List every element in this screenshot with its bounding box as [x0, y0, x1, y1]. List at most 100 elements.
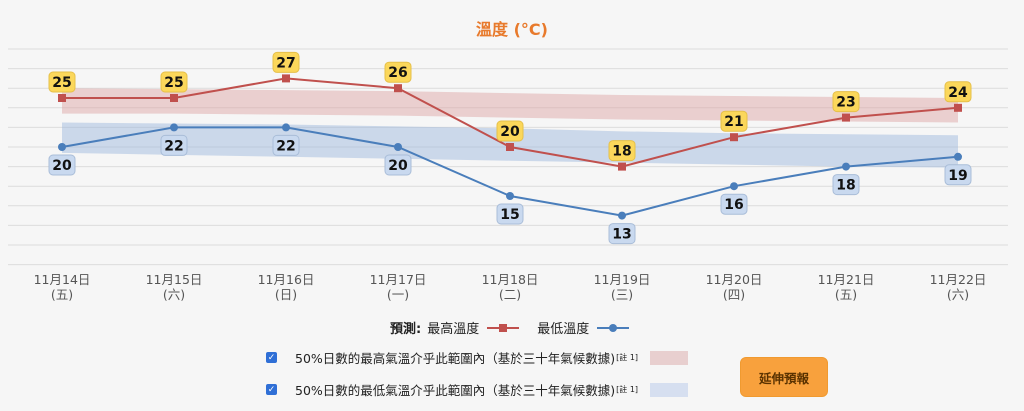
max-line-square-icon — [487, 323, 520, 332]
x-axis-label: 11月17日 (一) — [358, 272, 438, 302]
max-temp-point[interactable] — [730, 133, 738, 142]
min-temp-label-bg — [496, 203, 524, 225]
min-line-circle-icon — [597, 323, 630, 332]
min-temp-point[interactable] — [506, 192, 514, 200]
max-temp-point[interactable] — [954, 103, 962, 112]
x-axis-weekday: (五) — [50, 287, 74, 302]
min-band-checkbox[interactable]: ✓ — [266, 384, 277, 395]
min-temp-point[interactable] — [618, 211, 626, 220]
x-axis-weekday: (日) — [274, 287, 298, 302]
x-axis-weekday: (五) — [834, 287, 858, 302]
max-temp-label-bg — [832, 91, 860, 113]
x-axis-label: 11月18日 (二) — [470, 272, 550, 302]
min-temp-value: 13 — [612, 227, 631, 243]
x-axis-date: 11月21日 — [817, 272, 875, 287]
max-temp-value: 25 — [52, 75, 71, 91]
min-temp-value: 22 — [276, 138, 295, 154]
max-temp-label-bg — [720, 110, 748, 132]
max-band-text: 50%日數的最高氣溫介乎此範圍內（基於三十年氣候數據) — [295, 351, 616, 366]
max-temp-value: 25 — [164, 75, 183, 91]
max-temp-value: 18 — [612, 144, 631, 160]
max-temp-value: 23 — [836, 95, 855, 111]
min-temp-value: 15 — [500, 207, 519, 223]
max-temp-point[interactable] — [842, 113, 850, 122]
series-lines — [58, 74, 962, 220]
max-band-toggle-row[interactable]: ✓ 50%日數的最高氣溫介乎此範圍內（基於三十年氣候數據) [註 1] — [266, 348, 689, 367]
x-axis-label: 11月20日 (四) — [694, 272, 774, 302]
min-temp-value: 18 — [836, 178, 855, 194]
min-temp-label-bg — [272, 134, 300, 156]
max-temp-point[interactable] — [618, 162, 626, 171]
max-temp-value: 27 — [276, 55, 295, 71]
max-temp-value: 21 — [724, 114, 743, 130]
min-temp-value: 22 — [164, 138, 183, 154]
max-temp-label-bg — [608, 140, 636, 162]
max-band-note[interactable]: [註 1] — [616, 353, 639, 362]
max-temp-label-bg — [160, 71, 188, 93]
legend-min-label: 最低溫度 — [537, 322, 590, 337]
max-temp-point[interactable] — [58, 94, 66, 102]
x-axis-label: 11月14日 (五) — [22, 272, 102, 302]
min-temp-label-bg — [384, 154, 412, 176]
max-temp-point[interactable] — [170, 94, 178, 102]
max-band-checkbox[interactable]: ✓ — [266, 352, 277, 363]
x-axis-weekday: (四) — [722, 287, 746, 302]
min-band-swatch — [650, 382, 689, 397]
x-axis-date: 11月17日 — [369, 272, 427, 287]
legend-prefix: 預測: — [390, 322, 422, 337]
min-temp-label-bg — [160, 134, 188, 156]
x-axis-label: 11月22日 (六) — [918, 272, 998, 302]
x-axis-date: 11月20日 — [705, 272, 763, 287]
x-axis-weekday: (二) — [498, 287, 522, 302]
min-temp-value: 20 — [388, 158, 408, 174]
temperature-chart: 25 25 27 26 20 18 21 23 24 20 22 22 20 15 13 16 18 19 — [8, 48, 1008, 266]
min-temp-label-bg — [720, 193, 748, 215]
x-axis-label: 11月21日 (五) — [806, 272, 886, 302]
min-temp-label-bg — [944, 164, 972, 186]
x-axis-weekday: (六) — [162, 287, 186, 302]
min-temp-value: 16 — [724, 197, 743, 213]
max-temp-value: 20 — [500, 124, 520, 140]
min-temp-value: 20 — [52, 158, 72, 174]
max-temp-label-bg — [944, 81, 972, 103]
max-temp-label-bg — [48, 71, 76, 93]
min-temp-label-bg — [48, 154, 76, 176]
min-temp-point[interactable] — [58, 143, 66, 151]
max-temp-label-bg — [384, 61, 412, 83]
min-band-note[interactable]: [註 1] — [616, 385, 639, 394]
max-band-swatch — [650, 350, 689, 365]
legend-max-label: 最高溫度 — [427, 322, 480, 337]
min-temp-point[interactable] — [170, 123, 178, 132]
min-temp-point[interactable] — [842, 162, 850, 171]
min-temp-point[interactable] — [954, 152, 962, 161]
max-temp-point[interactable] — [282, 74, 290, 83]
x-axis-date: 11月22日 — [929, 272, 987, 287]
max-temp-value: 26 — [388, 65, 407, 81]
max-temp-label-bg — [272, 51, 300, 73]
x-axis-date: 11月15日 — [145, 272, 203, 287]
min-temp-label-bg — [832, 174, 860, 196]
max-temp-label-bg — [496, 120, 524, 142]
max-temp-point[interactable] — [394, 84, 402, 93]
min-temp-point[interactable] — [394, 143, 402, 151]
legend: 預測: 最高溫度 最低溫度 — [390, 318, 631, 337]
max-temp-point[interactable] — [506, 143, 514, 151]
max-temp-value: 24 — [948, 85, 968, 101]
x-axis-label: 11月15日 (六) — [134, 272, 214, 302]
x-axis-weekday: (六) — [946, 287, 970, 302]
x-axis-weekday: (三) — [610, 287, 634, 302]
extended-forecast-button[interactable]: 延伸預報 — [740, 357, 828, 397]
x-axis-label: 11月19日 (三) — [582, 272, 662, 302]
min-temp-point[interactable] — [730, 182, 738, 191]
min-temp-value: 19 — [948, 168, 967, 184]
x-axis-weekday: (一) — [386, 287, 410, 302]
min-band-toggle-row[interactable]: ✓ 50%日數的最低氣溫介乎此範圍內（基於三十年氣候數據) [註 1] — [266, 380, 689, 399]
min-temp-label-bg — [608, 223, 636, 245]
data-labels: 25 25 27 26 20 18 21 23 24 20 22 22 20 15 13 16 18 19 — [48, 51, 972, 245]
x-axis-label: 11月16日 (日) — [246, 272, 326, 302]
x-axis-date: 11月16日 — [257, 272, 315, 287]
x-axis-date: 11月14日 — [33, 272, 91, 287]
x-axis-date: 11月19日 — [593, 272, 651, 287]
min-temp-point[interactable] — [282, 123, 290, 132]
min-band-text: 50%日數的最低氣溫介乎此範圍內（基於三十年氣候數據) — [295, 383, 616, 398]
